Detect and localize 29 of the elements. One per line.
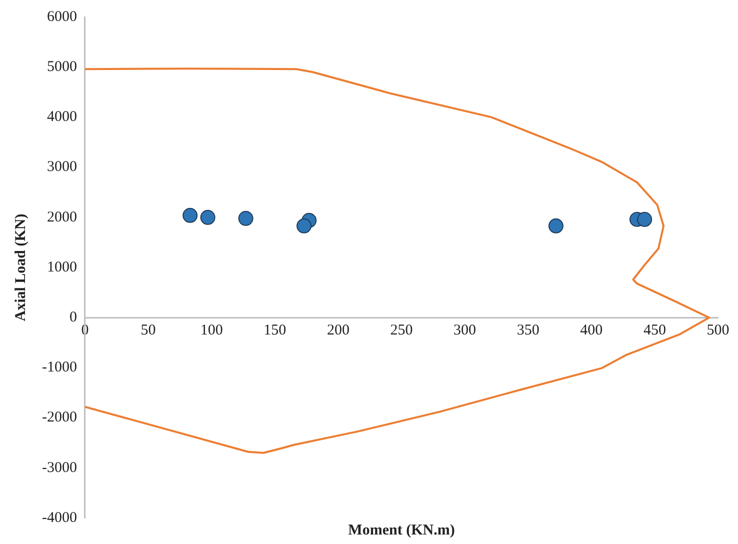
x-tick-label: 250: [390, 322, 413, 339]
x-tick-label: 50: [140, 322, 156, 339]
x-tick-label: 150: [264, 322, 286, 339]
y-tick-label: 4000: [46, 109, 77, 126]
point: [182, 208, 198, 223]
y-tick-label: -1000: [42, 360, 77, 376]
y-tick-label: 5000: [46, 59, 77, 76]
x-tick-label: 350: [516, 322, 540, 339]
y-axis-title: Axial Load (KN): [12, 214, 29, 322]
x-tick-label: 200: [326, 322, 350, 339]
y-tick-label: -3000: [42, 460, 77, 476]
point: [296, 218, 312, 234]
point: [637, 212, 652, 227]
y-tick-label: 1000: [46, 259, 77, 276]
point: [200, 210, 216, 225]
y-tick-label: 0: [69, 310, 77, 326]
y-tick-label: -4000: [42, 510, 77, 526]
y-tick-label: 3000: [46, 159, 77, 176]
point: [548, 218, 564, 234]
x-tick-label: 500: [706, 322, 730, 339]
y-tick-label: 6000: [46, 8, 77, 25]
x-tick-label: 400: [580, 322, 603, 339]
point: [238, 210, 254, 226]
x-tick-label: 300: [454, 322, 476, 339]
x-tick-label: 450: [643, 322, 666, 339]
x-tick-label: 100: [200, 322, 223, 339]
y-tick-label: -2000: [42, 410, 77, 426]
y-tick-label: 2000: [46, 209, 77, 226]
x-axis-title: Moment (KN.m): [348, 522, 455, 538]
